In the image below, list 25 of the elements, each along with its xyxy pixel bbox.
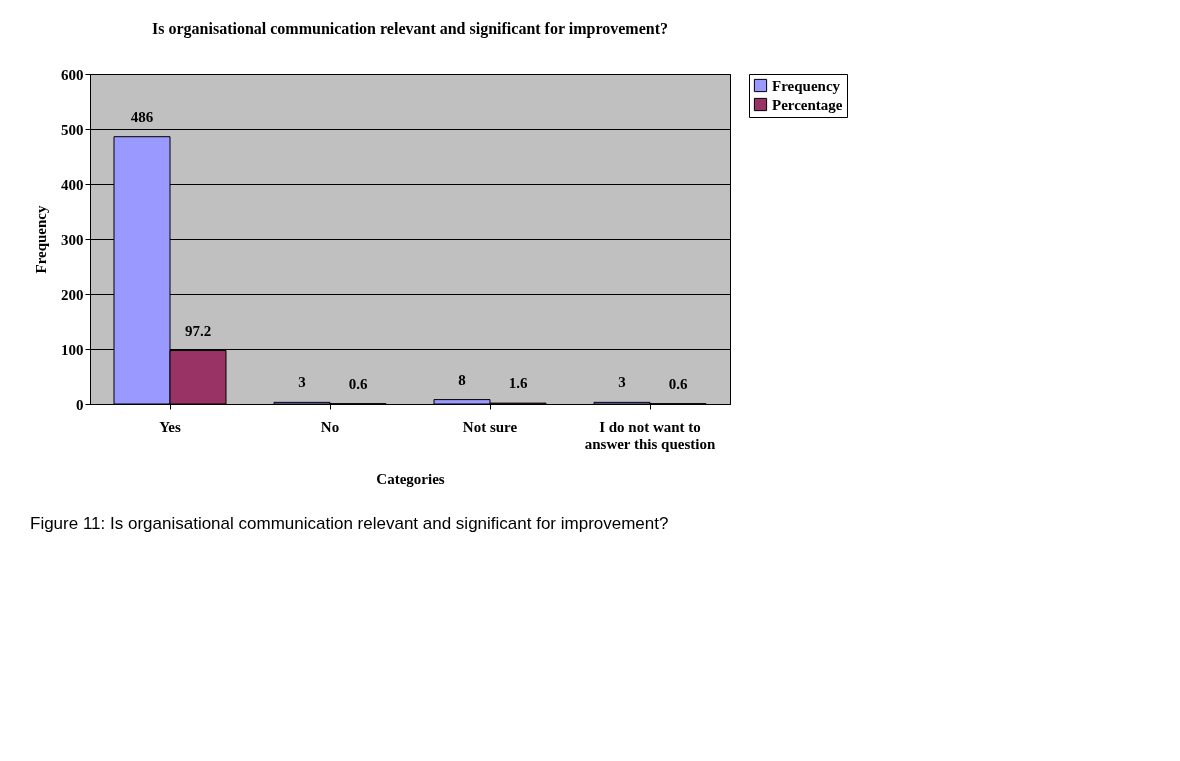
y-tick-label: 200 <box>61 286 84 303</box>
data-label: 8 <box>458 371 466 388</box>
data-label: 3 <box>298 374 306 391</box>
legend-label: Percentage <box>772 96 843 113</box>
y-tick-label: 0 <box>76 396 84 413</box>
data-label: 0.6 <box>348 375 368 392</box>
x-tick-label: Not sure <box>462 418 518 435</box>
data-label: 97.2 <box>184 322 212 339</box>
x-tick-label: No <box>320 418 340 435</box>
data-label: 3 <box>618 374 626 391</box>
y-axis-title: Frequency <box>33 204 49 274</box>
y-tick-label: 500 <box>61 121 84 138</box>
y-tick-label: 400 <box>61 176 84 193</box>
data-label: 486 <box>130 108 154 125</box>
x-axis-title: Categories <box>376 470 445 487</box>
data-label: 1.6 <box>508 375 528 392</box>
y-tick-label: 100 <box>61 341 84 358</box>
legend-label: Frequency <box>772 77 841 94</box>
chart-title: Is organisational communication relevant and significant for improvement? <box>152 20 668 38</box>
x-tick-label: Yes <box>159 418 181 435</box>
caption: Figure 11: Is organisational communication relevant and significant for improvement? <box>30 514 669 533</box>
y-tick-label: 600 <box>61 66 84 83</box>
x-tick-label: I do not want to answer this question <box>584 418 716 452</box>
data-label: 0.6 <box>668 375 688 392</box>
y-tick-label: 300 <box>61 231 84 248</box>
